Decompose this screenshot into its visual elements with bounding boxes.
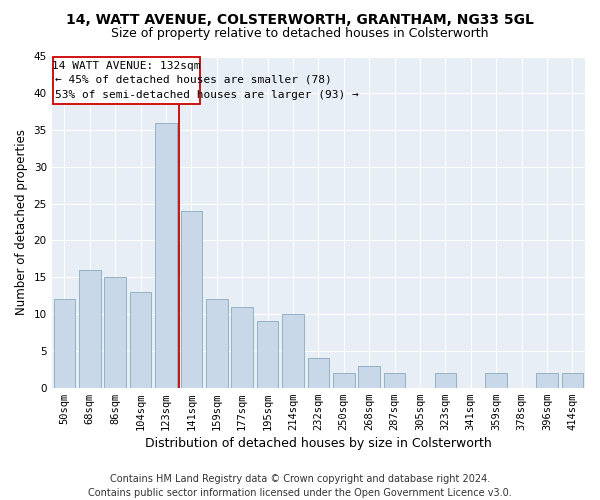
Bar xyxy=(308,358,329,388)
Text: 14, WATT AVENUE, COLSTERWORTH, GRANTHAM, NG33 5GL: 14, WATT AVENUE, COLSTERWORTH, GRANTHAM,… xyxy=(66,12,534,26)
Bar xyxy=(79,270,101,388)
Bar xyxy=(232,306,253,388)
Bar xyxy=(358,366,380,388)
Text: 53% of semi-detached houses are larger (93) →: 53% of semi-detached houses are larger (… xyxy=(55,90,359,100)
Bar xyxy=(562,373,583,388)
Bar xyxy=(181,211,202,388)
Bar xyxy=(536,373,557,388)
Bar xyxy=(434,373,456,388)
Y-axis label: Number of detached properties: Number of detached properties xyxy=(15,129,28,315)
Bar xyxy=(384,373,406,388)
Bar xyxy=(155,122,177,388)
Bar xyxy=(53,300,75,388)
FancyBboxPatch shape xyxy=(53,57,200,104)
Bar xyxy=(485,373,507,388)
Bar xyxy=(130,292,151,388)
Text: Size of property relative to detached houses in Colsterworth: Size of property relative to detached ho… xyxy=(111,28,489,40)
Bar xyxy=(333,373,355,388)
Bar xyxy=(206,300,227,388)
Bar xyxy=(282,314,304,388)
Bar xyxy=(104,278,126,388)
Bar xyxy=(257,322,278,388)
Text: Contains HM Land Registry data © Crown copyright and database right 2024.
Contai: Contains HM Land Registry data © Crown c… xyxy=(88,474,512,498)
Text: ← 45% of detached houses are smaller (78): ← 45% of detached houses are smaller (78… xyxy=(55,74,332,85)
X-axis label: Distribution of detached houses by size in Colsterworth: Distribution of detached houses by size … xyxy=(145,437,492,450)
Text: 14 WATT AVENUE: 132sqm: 14 WATT AVENUE: 132sqm xyxy=(52,61,201,71)
